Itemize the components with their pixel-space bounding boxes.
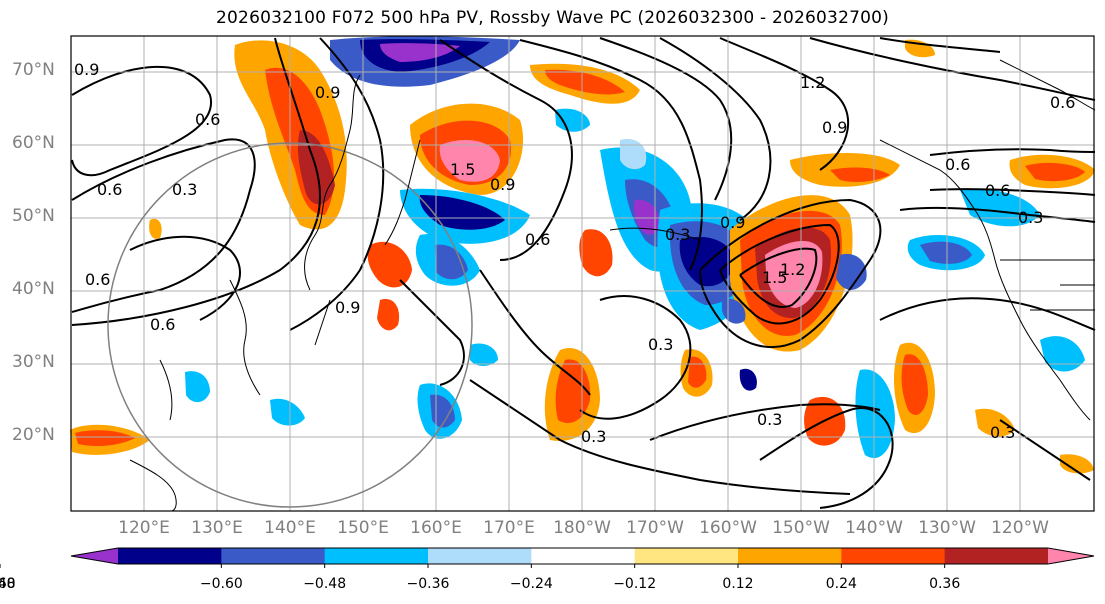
contour-label: 0.9 bbox=[74, 60, 99, 79]
lon-label: 180°W bbox=[553, 518, 611, 538]
lon-label: 160°E bbox=[410, 518, 462, 538]
contour-label: 0.3 bbox=[665, 225, 690, 244]
colorbar-tick-label: −0.48 bbox=[303, 576, 347, 592]
lon-label: 120°W bbox=[991, 518, 1049, 538]
pv-anomaly-fills bbox=[70, 36, 1095, 474]
contour-label: 1.5 bbox=[762, 268, 787, 287]
contour-label: 0.6 bbox=[985, 181, 1010, 200]
contour-label: 1.5 bbox=[450, 160, 475, 179]
colorbar-bin bbox=[738, 548, 842, 564]
contour-label: 0.6 bbox=[525, 230, 550, 249]
chart-title: 2026032100 F072 500 hPa PV, Rossby Wave … bbox=[216, 8, 889, 28]
contour-label: 0.3 bbox=[648, 335, 673, 354]
pv-contours bbox=[71, 37, 1096, 509]
colorbar-tick-label: 0.12 bbox=[722, 576, 754, 592]
colorbar-bin bbox=[634, 548, 739, 564]
lon-label: 130°E bbox=[191, 518, 243, 538]
colorbar-bin bbox=[841, 548, 946, 564]
lon-label: 120°E bbox=[118, 518, 170, 538]
colorbar-extend-high bbox=[1048, 548, 1094, 564]
colorbar-extend-low bbox=[71, 548, 118, 564]
colorbar-tick-label: −0.24 bbox=[509, 576, 553, 592]
colorbar-tick-label: −0.12 bbox=[613, 576, 657, 592]
contour-label: 1.2 bbox=[780, 260, 805, 279]
contour-label: 0.9 bbox=[720, 213, 745, 232]
contour-label: 0.3 bbox=[990, 423, 1015, 442]
contour-label: 0.9 bbox=[490, 175, 515, 194]
contour-label: 0.6 bbox=[1050, 93, 1075, 112]
contour-label: 0.6 bbox=[195, 110, 220, 129]
lat-label-20n: 20°N bbox=[12, 425, 55, 445]
lat-label-40n: 40°N bbox=[12, 279, 55, 299]
coastlines bbox=[129, 59, 1096, 512]
contour-label: 0.9 bbox=[315, 83, 340, 102]
map-gridlines bbox=[71, 36, 1094, 511]
lon-label: 150°E bbox=[337, 518, 389, 538]
lat-label-60n: 60°N bbox=[12, 133, 55, 153]
contour-label: 0.3 bbox=[581, 427, 606, 446]
lat-label-50n: 50°N bbox=[12, 206, 55, 226]
colorbar-bin bbox=[324, 548, 429, 564]
contour-label: 0.6 bbox=[97, 180, 122, 199]
colorbar-bin bbox=[944, 548, 1049, 564]
colorbar-tick-label: −0.60 bbox=[199, 576, 243, 592]
lon-label: 140°W bbox=[845, 518, 903, 538]
lon-label: 160°W bbox=[699, 518, 757, 538]
contour-label: 0.9 bbox=[822, 118, 847, 137]
colorbar-tick-label: 0.60 bbox=[0, 576, 16, 592]
lat-label-70n: 70°N bbox=[12, 60, 55, 80]
contour-label: 0.3 bbox=[757, 410, 782, 429]
colorbar bbox=[0, 547, 1095, 568]
contour-label: 0.6 bbox=[150, 315, 175, 334]
contour-label: 0.6 bbox=[85, 270, 110, 289]
colorbar-bin bbox=[531, 548, 636, 564]
lon-label: 150°W bbox=[772, 518, 830, 538]
contour-label: 0.6 bbox=[945, 155, 970, 174]
colorbar-bin bbox=[428, 548, 532, 564]
lon-label: 130°W bbox=[918, 518, 976, 538]
contour-label: 0.3 bbox=[172, 180, 197, 199]
lon-label: 170°E bbox=[483, 518, 535, 538]
colorbar-tick-label: 0.36 bbox=[929, 576, 961, 592]
contour-label: 0.3 bbox=[1018, 208, 1043, 227]
lon-label: 140°E bbox=[264, 518, 316, 538]
colorbar-bin bbox=[118, 548, 222, 564]
map-frame bbox=[70, 35, 1095, 512]
lat-label-30n: 30°N bbox=[12, 352, 55, 372]
range-circle bbox=[107, 142, 473, 508]
contour-label: 0.9 bbox=[335, 298, 360, 317]
colorbar-bin bbox=[221, 548, 326, 564]
colorbar-tick-label: 0.24 bbox=[825, 576, 857, 592]
lon-label: 170°W bbox=[626, 518, 684, 538]
contour-labels: 0.9 0.6 0.3 0.6 0.6 0.9 1.2 0.9 0.6 0.6 … bbox=[74, 60, 1075, 446]
contour-label: 1.2 bbox=[800, 73, 825, 92]
colorbar-tick-label: 0.48 bbox=[0, 576, 16, 592]
colorbar-tick-label: −0.36 bbox=[406, 576, 450, 592]
